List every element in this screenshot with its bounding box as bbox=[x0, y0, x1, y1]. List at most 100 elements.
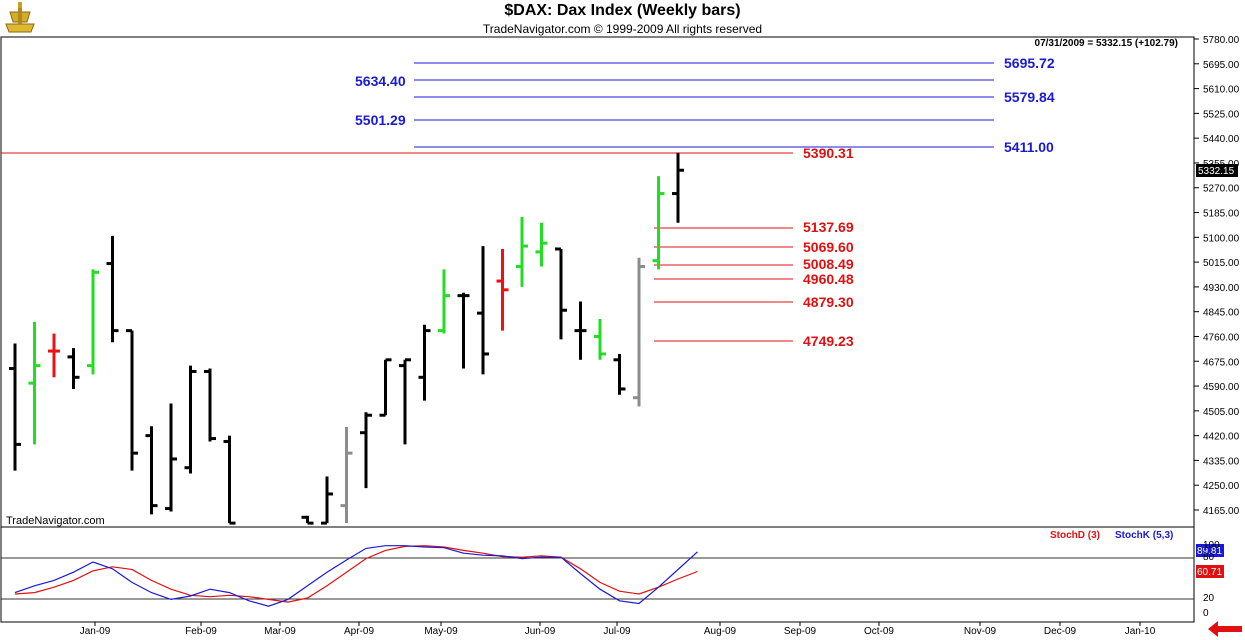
price-bar bbox=[204, 368, 216, 442]
y-tick-label: 4845.00 bbox=[1203, 308, 1240, 319]
price-bar bbox=[555, 247, 567, 340]
price-bar bbox=[301, 515, 314, 525]
chart-subtitle: TradeNavigator.com © 1999-2009 All right… bbox=[482, 22, 763, 36]
stoch-series-line bbox=[14, 545, 698, 607]
y-tick-label: 5270.00 bbox=[1203, 184, 1240, 195]
price-bar bbox=[9, 343, 21, 471]
price-bar bbox=[340, 426, 353, 524]
chandelier-logo-icon bbox=[5, 2, 35, 33]
ret-label-4879: 4879.30 bbox=[803, 294, 854, 310]
stoch-tick-20: 20 bbox=[1203, 593, 1215, 604]
price-bar bbox=[165, 403, 177, 512]
x-tick-label: Jun-09 bbox=[525, 626, 556, 637]
price-bar bbox=[28, 321, 41, 445]
x-tick-label: Oct-09 bbox=[864, 626, 894, 637]
ret-label-5137: 5137.69 bbox=[803, 219, 854, 235]
y-tick-label: 4760.00 bbox=[1203, 332, 1240, 343]
price-bar bbox=[613, 353, 626, 395]
price-bar bbox=[106, 235, 119, 343]
y-tick-label: 4420.00 bbox=[1203, 432, 1240, 443]
stoch-series-line bbox=[14, 545, 698, 603]
ret-label-5390: 5390.31 bbox=[803, 145, 854, 161]
price-bar bbox=[399, 358, 411, 445]
last-price-label: 5332.15 bbox=[1198, 166, 1235, 177]
y-tick-label: 5610.00 bbox=[1203, 85, 1240, 96]
date-axis: Jan-09 Feb-09 Mar-09 Apr-09 May-09 Jun-09 Jul-… bbox=[80, 622, 1156, 637]
price-bar bbox=[496, 248, 509, 331]
y-tick-label: 4165.00 bbox=[1203, 506, 1240, 517]
stoch-tick-0: 0 bbox=[1203, 608, 1209, 619]
ext-label-5634: 5634.40 bbox=[355, 73, 406, 89]
stoch-d-legend: StochD (3) bbox=[1050, 530, 1100, 541]
price-bar bbox=[516, 216, 528, 287]
price-bar bbox=[535, 222, 548, 267]
x-tick-label: Jan-10 bbox=[1125, 626, 1156, 637]
stoch-k-value-box bbox=[1196, 544, 1224, 557]
y-tick-label: 4930.00 bbox=[1203, 283, 1240, 294]
x-tick-label: Jan-09 bbox=[80, 626, 111, 637]
y-tick-label: 5185.00 bbox=[1203, 209, 1240, 220]
ext-label-5579: 5579.84 bbox=[1004, 89, 1055, 105]
title-block: $DAX: Dax Index (Weekly bars) TradeNavig… bbox=[0, 0, 1245, 37]
price-bar bbox=[184, 365, 197, 474]
stoch-tick-100: 100 bbox=[1203, 540, 1220, 551]
price-bar bbox=[477, 246, 489, 375]
x-tick-label: Aug-09 bbox=[704, 626, 737, 637]
price-bar bbox=[223, 435, 236, 525]
y-tick-label: 5440.00 bbox=[1203, 134, 1240, 145]
stoch-d-value: 60.71 bbox=[1197, 567, 1222, 578]
x-tick-label: Mar-09 bbox=[264, 626, 296, 637]
ret-label-5008: 5008.49 bbox=[803, 256, 854, 272]
price-bar bbox=[438, 269, 450, 334]
price-panel bbox=[0, 36, 1195, 528]
stoch-k-legend: StochK (5,3) bbox=[1115, 530, 1173, 541]
price-bar bbox=[418, 324, 431, 401]
price-bar bbox=[652, 176, 665, 270]
ext-label-5695: 5695.72 bbox=[1004, 55, 1055, 71]
y-tick-label: 4250.00 bbox=[1203, 481, 1240, 492]
chart-title: $DAX: Dax Index (Weekly bars) bbox=[504, 2, 741, 19]
y-tick-label: 5015.00 bbox=[1203, 258, 1240, 269]
y-tick-label: 5100.00 bbox=[1203, 233, 1240, 244]
ext-label-5501: 5501.29 bbox=[355, 112, 406, 128]
x-tick-label: Apr-09 bbox=[344, 626, 374, 637]
price-bar bbox=[48, 333, 60, 378]
x-tick-label: Nov-09 bbox=[964, 626, 997, 637]
price-bar bbox=[633, 257, 645, 407]
last-price-box bbox=[1196, 164, 1238, 177]
ret-label-4749: 4749.23 bbox=[803, 333, 854, 349]
price-axis: 5780.005695.005610.005525.005440.005355.… bbox=[1194, 35, 1240, 517]
stoch-tick-80: 80 bbox=[1203, 552, 1215, 563]
price-bar bbox=[574, 301, 587, 360]
y-tick-label: 4505.00 bbox=[1203, 407, 1240, 418]
price-bar bbox=[379, 358, 392, 417]
price-bar bbox=[145, 426, 158, 515]
stoch-lines bbox=[14, 545, 698, 607]
stoch-d-value-box bbox=[1196, 565, 1224, 578]
stoch-k-value: 89.81 bbox=[1197, 546, 1222, 557]
y-tick-label: 5780.00 bbox=[1203, 35, 1240, 46]
price-bar bbox=[87, 269, 99, 375]
ret-label-5069: 5069.60 bbox=[803, 239, 854, 255]
ret-label-4960: 4960.48 bbox=[803, 271, 854, 287]
y-tick-label: 4590.00 bbox=[1203, 382, 1240, 393]
x-tick-label: May-09 bbox=[424, 626, 458, 637]
y-tick-label: 5525.00 bbox=[1203, 109, 1240, 120]
price-bar bbox=[360, 412, 372, 489]
price-bar bbox=[67, 348, 80, 389]
ohlc-bars bbox=[9, 152, 684, 525]
y-tick-label: 4675.00 bbox=[1203, 357, 1240, 368]
x-tick-label: Dec-09 bbox=[1044, 626, 1077, 637]
x-tick-label: Sep-09 bbox=[784, 626, 817, 637]
red-left-arrow-icon[interactable] bbox=[1206, 620, 1244, 638]
y-tick-label: 5695.00 bbox=[1203, 60, 1240, 71]
stoch-panel bbox=[0, 526, 1195, 623]
last-bar-info: 07/31/2009 = 5332.15 (+102.79) bbox=[1035, 38, 1178, 49]
price-bar bbox=[126, 329, 138, 471]
price-bar bbox=[594, 318, 606, 360]
watermark: TradeNavigator.com bbox=[6, 515, 105, 527]
x-tick-label: Jul-09 bbox=[603, 626, 631, 637]
price-bar bbox=[457, 292, 470, 369]
y-tick-label: 4335.00 bbox=[1203, 456, 1240, 467]
